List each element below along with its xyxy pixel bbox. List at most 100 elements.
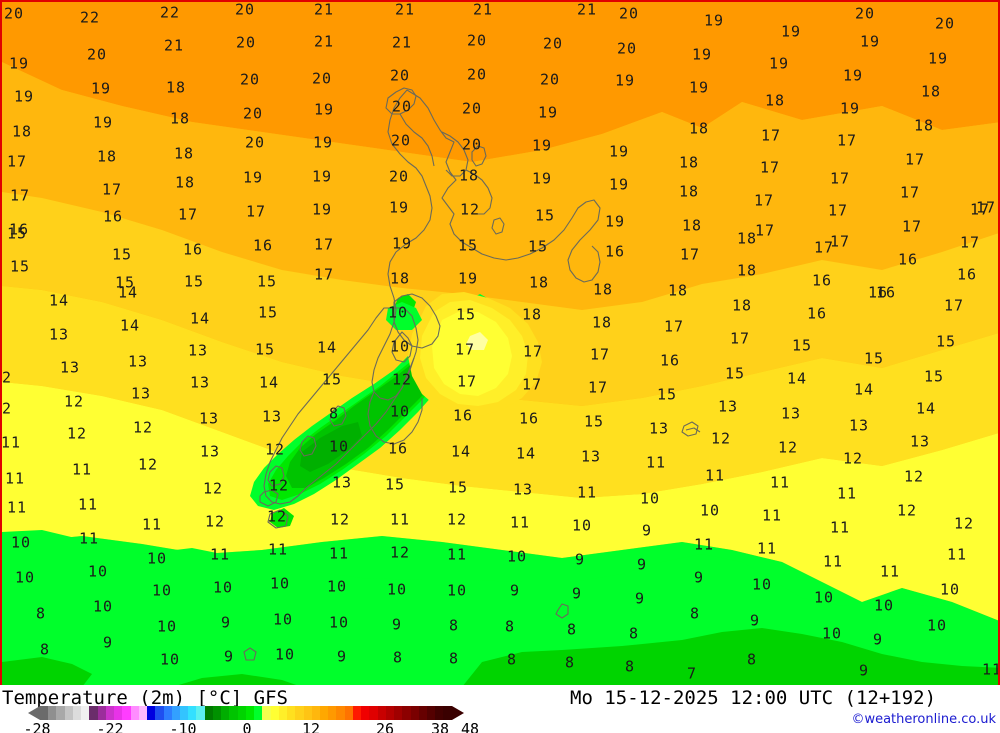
temperature-value-label: 2 xyxy=(1,368,13,387)
temperature-value-label: 9 xyxy=(693,568,705,587)
temperature-value-label: 10 xyxy=(274,645,296,664)
temperature-value-label: 12 xyxy=(132,418,154,437)
temperature-value-label: 20 xyxy=(239,70,261,89)
temperature-value-label: 20 xyxy=(461,99,483,118)
temperature-value-label: 9 xyxy=(636,555,648,574)
temperature-value-label: 10 xyxy=(386,580,408,599)
temperature-value-label: 19 xyxy=(311,167,333,186)
temperature-value-label: 19 xyxy=(312,133,334,152)
temperature-value-label: 20 xyxy=(461,135,483,154)
temperature-value-label: 18 xyxy=(521,305,543,324)
temperature-value-label: 10 xyxy=(446,581,468,600)
temperature-value-label: 18 xyxy=(678,153,700,172)
temperature-value-label: 17 xyxy=(101,180,123,199)
temperature-value-label: 13 xyxy=(198,409,220,428)
temperature-value-label: 17 xyxy=(899,183,921,202)
temperature-value-label: 11 xyxy=(645,453,667,472)
map-footer: Temperature (2m) [°C] GFS Mo 15-12-2025 … xyxy=(0,685,1000,733)
temperature-value-label: 15 xyxy=(447,478,469,497)
colorbar-swatch xyxy=(352,706,362,720)
temperature-value-label: 15 xyxy=(527,237,549,256)
temperature-value-label: 21 xyxy=(472,0,494,19)
temperature-value-label: 17 xyxy=(521,375,543,394)
temperature-value-label: 19 xyxy=(391,234,413,253)
temperature-value-label: 16 xyxy=(897,250,919,269)
colorbar-swatch xyxy=(89,706,98,720)
temperature-value-label: 20 xyxy=(389,66,411,85)
colorbar-swatch xyxy=(311,706,320,720)
temperature-value-label: 17 xyxy=(679,245,701,264)
temperature-value-label: 13 xyxy=(848,416,870,435)
colorbar-right-cap xyxy=(452,706,464,720)
temperature-value-label: 12 xyxy=(391,370,413,389)
temperature-value-label: 8 xyxy=(746,650,758,669)
temperature-value-label: 10 xyxy=(326,577,348,596)
temperature-value-label: 18 xyxy=(389,269,411,288)
temperature-value-label: 15 xyxy=(114,273,136,292)
colorbar-tick: -28 xyxy=(23,720,51,733)
temperature-value-label: 11 xyxy=(704,466,726,485)
colorbar-swatch xyxy=(245,706,255,720)
colorbar-tick: 0 xyxy=(242,720,252,733)
temperature-value-label: 18 xyxy=(169,109,191,128)
temperature-value-label: 11 xyxy=(267,540,289,559)
temperature-value-label: 20 xyxy=(3,4,25,23)
temperature-value-label: 9 xyxy=(336,647,348,666)
temperature-value-label: 11 xyxy=(0,433,22,452)
colorbar-tick: -10 xyxy=(169,720,197,733)
temperature-value-label: 13 xyxy=(331,473,353,492)
temperature-value-label: 13 xyxy=(909,432,931,451)
temperature-value-label: 16 xyxy=(387,439,409,458)
temperature-value-label: 9 xyxy=(223,647,235,666)
temperature-value-label: 12 xyxy=(63,392,85,411)
temperature-value-label: 11 xyxy=(761,506,783,525)
temperature-value-label: 15 xyxy=(457,236,479,255)
temperature-value-label: 18 xyxy=(528,273,550,292)
temperature-value-label: 15 xyxy=(863,349,885,368)
temperature-value-label: 10 xyxy=(272,610,294,629)
temperature-value-label: 12 xyxy=(264,440,286,459)
temperature-value-label: 17 xyxy=(6,152,28,171)
temperature-value-label: 17 xyxy=(753,191,775,210)
temperature-value-label: 20 xyxy=(539,70,561,89)
colorbar-swatch xyxy=(72,706,82,720)
temperature-value-label: 19 xyxy=(839,99,861,118)
temperature-value-label: 15 xyxy=(455,305,477,324)
temperature-value-label: 17 xyxy=(943,296,965,315)
temperature-map[interactable]: 20 22 22 20 21 21 21 21 20 19 19 20 19 20 20 21 20 21 21 20… xyxy=(0,0,1000,685)
temperature-value-label: 15 xyxy=(321,370,343,389)
temperature-value-label: 17 xyxy=(969,200,991,219)
temperature-value-label: 12 xyxy=(389,543,411,562)
temperature-value-label: 7 xyxy=(686,664,698,683)
temperature-value-label: 19 xyxy=(242,168,264,187)
temperature-value-label: 10 xyxy=(328,437,350,456)
temperature-value-label: 11 xyxy=(328,544,350,563)
temperature-value-label: 10 xyxy=(87,562,109,581)
temperature-value-label: 20 xyxy=(244,133,266,152)
temperature-value-label: 9 xyxy=(872,630,884,649)
colorbar-swatch xyxy=(40,706,49,720)
colorbar-swatch xyxy=(105,706,115,720)
temperature-value-label: 13 xyxy=(189,373,211,392)
temperature-value-label: 13 xyxy=(199,442,221,461)
temperature-value-label: 20 xyxy=(616,39,638,58)
temperature-value-label: 11 xyxy=(77,495,99,514)
temperature-value-label: 11 xyxy=(879,562,901,581)
temperature-value-label: 19 xyxy=(703,11,725,30)
colorbar-tick: 48 xyxy=(460,720,480,733)
temperature-value-label: 13 xyxy=(717,397,739,416)
temperature-value-label: 17 xyxy=(813,238,835,257)
temperature-value-label: 18 xyxy=(678,182,700,201)
temperature-value-label: 13 xyxy=(59,358,81,377)
colorbar-swatch xyxy=(385,706,395,720)
temperature-value-label: 22 xyxy=(159,3,181,22)
temperature-value-label: 19 xyxy=(780,22,802,41)
temperature-value-label: 13 xyxy=(187,341,209,360)
temperature-value-label: 16 xyxy=(182,240,204,259)
colorbar-tick: -22 xyxy=(96,720,124,733)
temperature-value-label: 17 xyxy=(177,205,199,224)
colorbar-swatch xyxy=(254,706,263,720)
temperature-value-label: 10 xyxy=(699,501,721,520)
temperature-value-label: 17 xyxy=(456,372,478,391)
colorbar-swatch xyxy=(303,706,312,720)
